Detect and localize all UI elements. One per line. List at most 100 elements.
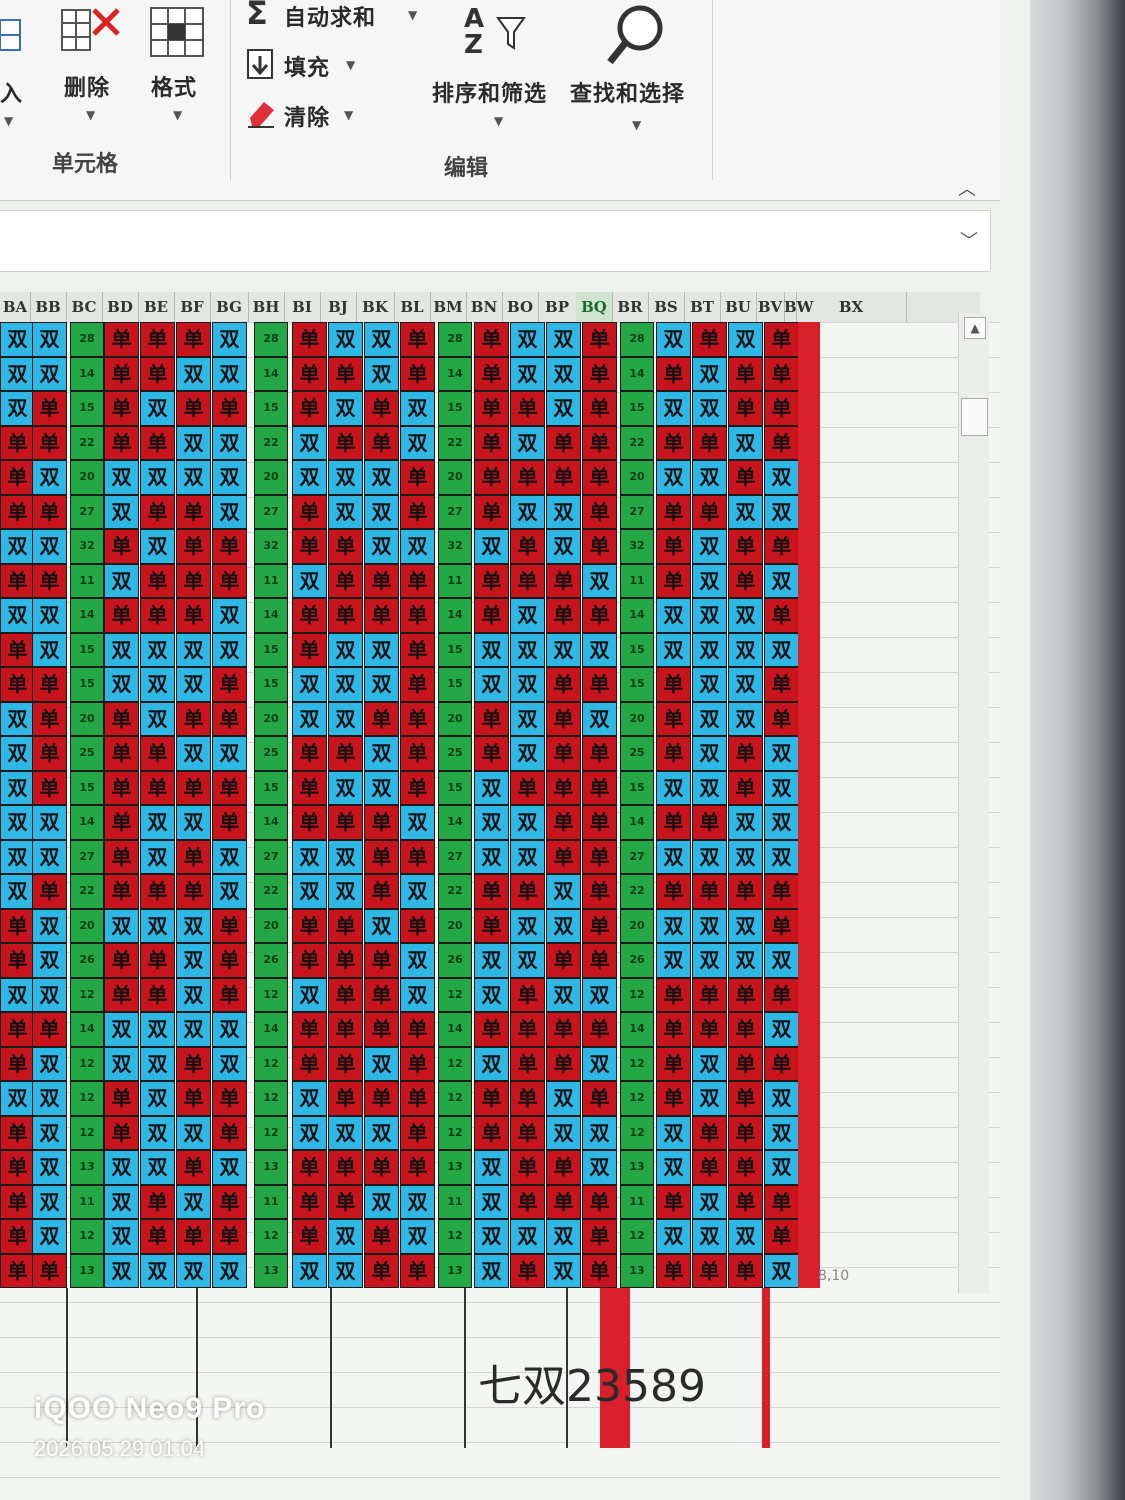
odd-cell[interactable]: 单	[474, 701, 509, 736]
even-cell[interactable]: 双	[510, 908, 545, 943]
odd-cell[interactable]: 单	[104, 805, 139, 840]
odd-cell[interactable]: 单	[656, 736, 691, 771]
group-marker-cell[interactable]: 15	[70, 667, 104, 702]
odd-cell[interactable]: 单	[0, 460, 35, 495]
group-marker-cell[interactable]: 32	[620, 529, 654, 564]
odd-cell[interactable]: 单	[104, 1115, 139, 1150]
odd-cell[interactable]: 单	[400, 1081, 435, 1116]
odd-cell[interactable]: 单	[400, 1012, 435, 1047]
group-marker-cell[interactable]: 12	[438, 1046, 472, 1081]
even-cell[interactable]: 双	[474, 529, 509, 564]
even-cell[interactable]: 双	[212, 356, 247, 391]
even-cell[interactable]: 双	[32, 977, 67, 1012]
even-cell[interactable]: 双	[176, 1012, 211, 1047]
odd-cell[interactable]: 单	[140, 356, 175, 391]
even-cell[interactable]: 双	[656, 943, 691, 978]
even-cell[interactable]: 双	[364, 1046, 399, 1081]
group-marker-cell[interactable]: 15	[254, 770, 288, 805]
odd-cell[interactable]: 单	[582, 874, 617, 909]
odd-cell[interactable]: 单	[546, 425, 581, 460]
odd-cell[interactable]: 单	[104, 356, 139, 391]
fill-button[interactable]: 填充 ▼	[246, 48, 366, 84]
column-header-bo[interactable]: BO	[502, 292, 539, 322]
even-cell[interactable]: 双	[140, 529, 175, 564]
group-marker-cell[interactable]: 12	[70, 1081, 104, 1116]
even-cell[interactable]: 双	[140, 460, 175, 495]
odd-cell[interactable]: 单	[692, 1115, 727, 1150]
odd-cell[interactable]: 单	[656, 529, 691, 564]
odd-cell[interactable]: 单	[582, 667, 617, 702]
odd-cell[interactable]: 单	[582, 770, 617, 805]
odd-cell[interactable]: 单	[400, 667, 435, 702]
odd-cell[interactable]: 单	[474, 598, 509, 633]
even-cell[interactable]: 双	[212, 736, 247, 771]
even-cell[interactable]: 双	[692, 563, 727, 598]
odd-cell[interactable]: 单	[140, 1184, 175, 1219]
even-cell[interactable]: 双	[212, 425, 247, 460]
odd-cell[interactable]: 单	[32, 770, 67, 805]
odd-cell[interactable]: 单	[546, 1150, 581, 1185]
even-cell[interactable]: 双	[656, 598, 691, 633]
even-cell[interactable]: 双	[656, 839, 691, 874]
group-marker-cell[interactable]: 11	[70, 563, 104, 598]
odd-cell[interactable]: 单	[656, 1012, 691, 1047]
even-cell[interactable]: 双	[728, 598, 763, 633]
odd-cell[interactable]: 单	[474, 1012, 509, 1047]
even-cell[interactable]: 双	[692, 460, 727, 495]
odd-cell[interactable]: 单	[582, 1012, 617, 1047]
odd-cell[interactable]: 单	[292, 356, 327, 391]
odd-cell[interactable]: 单	[582, 322, 617, 357]
group-marker-cell[interactable]: 22	[70, 425, 104, 460]
even-cell[interactable]: 双	[32, 598, 67, 633]
odd-cell[interactable]: 单	[510, 1046, 545, 1081]
even-cell[interactable]: 双	[364, 494, 399, 529]
even-cell[interactable]: 双	[32, 1081, 67, 1116]
even-cell[interactable]: 双	[0, 391, 35, 426]
even-cell[interactable]: 双	[400, 805, 435, 840]
odd-cell[interactable]: 单	[32, 425, 67, 460]
even-cell[interactable]: 双	[546, 1115, 581, 1150]
odd-cell[interactable]: 单	[510, 770, 545, 805]
odd-cell[interactable]: 单	[656, 425, 691, 460]
odd-cell[interactable]: 单	[728, 977, 763, 1012]
group-marker-cell[interactable]: 14	[438, 356, 472, 391]
odd-cell[interactable]: 单	[474, 425, 509, 460]
odd-cell[interactable]: 单	[510, 391, 545, 426]
odd-cell[interactable]: 单	[656, 701, 691, 736]
column-header-bt[interactable]: BT	[684, 292, 721, 322]
odd-cell[interactable]: 单	[728, 736, 763, 771]
odd-cell[interactable]: 单	[656, 1253, 691, 1288]
sort-filter-button[interactable]: A Z 排序和筛选 ▼	[430, 0, 560, 130]
even-cell[interactable]: 双	[656, 632, 691, 667]
even-cell[interactable]: 双	[546, 1081, 581, 1116]
even-cell[interactable]: 双	[328, 1115, 363, 1150]
odd-cell[interactable]: 单	[692, 977, 727, 1012]
even-cell[interactable]: 双	[0, 736, 35, 771]
even-cell[interactable]: 双	[546, 391, 581, 426]
group-marker-cell[interactable]: 14	[254, 805, 288, 840]
odd-cell[interactable]: 单	[400, 460, 435, 495]
even-cell[interactable]: 双	[510, 425, 545, 460]
even-cell[interactable]: 双	[0, 322, 35, 357]
group-marker-cell[interactable]: 20	[70, 908, 104, 943]
even-cell[interactable]: 双	[474, 1219, 509, 1254]
group-marker-cell[interactable]: 14	[70, 805, 104, 840]
odd-cell[interactable]: 单	[546, 460, 581, 495]
odd-cell[interactable]: 单	[328, 943, 363, 978]
group-marker-cell[interactable]: 32	[254, 529, 288, 564]
even-cell[interactable]: 双	[292, 977, 327, 1012]
even-cell[interactable]: 双	[176, 977, 211, 1012]
odd-cell[interactable]: 单	[582, 1219, 617, 1254]
column-header-br[interactable]: BR	[612, 292, 649, 322]
odd-cell[interactable]: 单	[764, 356, 799, 391]
even-cell[interactable]: 双	[656, 1115, 691, 1150]
odd-cell[interactable]: 单	[140, 563, 175, 598]
odd-cell[interactable]: 单	[546, 1012, 581, 1047]
odd-cell[interactable]: 单	[328, 356, 363, 391]
even-cell[interactable]: 双	[474, 1046, 509, 1081]
odd-cell[interactable]: 单	[764, 874, 799, 909]
odd-cell[interactable]: 单	[546, 770, 581, 805]
odd-cell[interactable]: 单	[328, 736, 363, 771]
even-cell[interactable]: 双	[364, 1115, 399, 1150]
odd-cell[interactable]: 单	[104, 874, 139, 909]
